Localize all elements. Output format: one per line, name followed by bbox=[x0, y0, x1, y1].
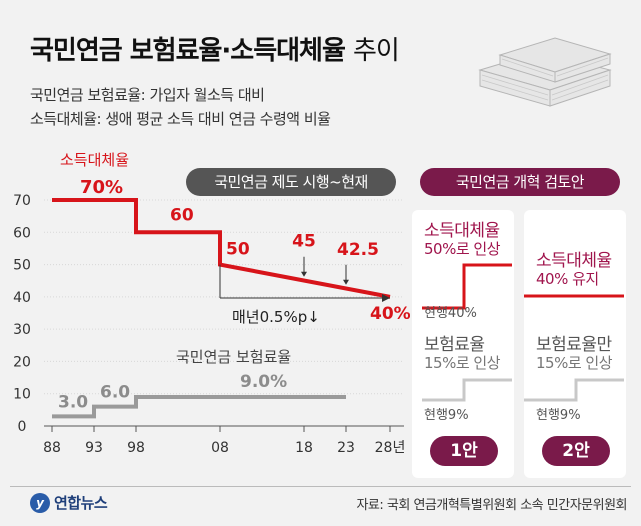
x-tick-label: 23 bbox=[337, 440, 355, 456]
x-tick-label: 88 bbox=[43, 440, 61, 456]
plan-2-premium-sub: 15%로 인상 bbox=[536, 354, 613, 372]
premium-data-label: 9.0% bbox=[240, 372, 287, 392]
plan-1-card bbox=[412, 210, 514, 478]
chart-area: 0 10 20 30 40 50 60 70 88 93 98 08 18 23 28년 매년0.5%p↓ 소득… bbox=[13, 151, 410, 456]
replacement-data-label: 60 bbox=[170, 205, 194, 225]
y-tick-label: 20 bbox=[13, 354, 31, 370]
money-stack-icon bbox=[478, 37, 612, 107]
annotation-text: 매년0.5%p↓ bbox=[232, 308, 320, 326]
replacement-data-label: 40% bbox=[370, 304, 410, 324]
pill-reform: 국민연금 개혁 검토안 bbox=[420, 168, 620, 196]
y-tick-label: 0 bbox=[18, 419, 27, 435]
premium-rate-line bbox=[52, 394, 346, 419]
plan-2-card bbox=[524, 210, 626, 478]
page-title: 국민연금 보험료율·소득대체율 추이 bbox=[30, 30, 400, 67]
plan-2-premium-title: 보험료율만 bbox=[536, 335, 612, 355]
replacement-data-label: 45 bbox=[292, 232, 316, 252]
premium-data-label: 3.0 bbox=[58, 392, 88, 412]
replacement-rate-line bbox=[52, 198, 391, 299]
plan-1-premium-title: 보험료율 bbox=[424, 335, 485, 355]
plan-2-replacement-title: 소득대체율 bbox=[536, 251, 612, 271]
plan-lines bbox=[422, 263, 624, 402]
title-bold: 국민연금 보험료율·소득대체율 bbox=[30, 36, 346, 66]
logo-mark-icon: y bbox=[30, 492, 50, 513]
replacement-data-label: 소득대체율 bbox=[60, 151, 129, 169]
x-tick-label: 18 bbox=[295, 440, 313, 456]
plan-1-replacement-current: 현행40% bbox=[424, 306, 477, 321]
plan-2-badge: 2안 bbox=[542, 436, 610, 466]
subtitle-line-1: 국민연금 보험료율: 가입자 월소득 대비 bbox=[30, 86, 265, 104]
logo-text: 연합뉴스 bbox=[54, 494, 108, 512]
logo: y 연합뉴스 bbox=[30, 492, 108, 513]
footer-divider bbox=[10, 486, 631, 487]
x-tick-label: 98 bbox=[127, 440, 145, 456]
plan-2-replacement-sub: 40% 유지 bbox=[536, 270, 599, 288]
title-rest: 추이 bbox=[352, 36, 400, 66]
source-note: 자료: 국회 연금개혁특별위원회 소속 민간자문위원회 bbox=[356, 498, 627, 513]
replacement-data-label: 70% bbox=[80, 177, 123, 198]
x-tick-label: 28년 bbox=[375, 440, 406, 456]
plan-1-badge: 1안 bbox=[430, 436, 498, 466]
replacement-data-label: 42.5 bbox=[337, 240, 379, 260]
subtitle-line-2: 소득대체율: 생애 평균 소득 대비 연금 수령액 비율 bbox=[30, 110, 331, 128]
pill-current: 국민연금 제도 시행~현재 bbox=[186, 168, 396, 196]
x-tick-label: 08 bbox=[211, 440, 229, 456]
x-tick-label: 93 bbox=[85, 440, 103, 456]
y-tick-label: 40 bbox=[13, 290, 31, 306]
y-tick-label: 30 bbox=[13, 322, 31, 338]
pointer-arrow-icon bbox=[301, 271, 307, 277]
premium-series-label: 국민연금 보험료율 bbox=[176, 348, 291, 366]
pointer-arrow-icon bbox=[343, 279, 349, 285]
replacement-data-label: 50 bbox=[226, 240, 250, 260]
y-tick-label: 10 bbox=[13, 387, 31, 403]
plan-1-premium-sub: 15%로 인상 bbox=[424, 354, 501, 372]
plan-2-premium-current: 현행9% bbox=[536, 408, 581, 423]
plan-1-replacement-sub: 50%로 인상 bbox=[424, 240, 501, 258]
y-tick-label: 50 bbox=[13, 258, 31, 274]
y-tick-label: 70 bbox=[13, 193, 31, 209]
premium-data-label: 6.0 bbox=[100, 383, 130, 403]
y-tick-label: 60 bbox=[13, 225, 31, 241]
plan-1-premium-current: 현행9% bbox=[424, 408, 469, 423]
annotation-arrow-icon bbox=[382, 294, 390, 302]
plan-1-replacement-title: 소득대체율 bbox=[424, 221, 500, 241]
